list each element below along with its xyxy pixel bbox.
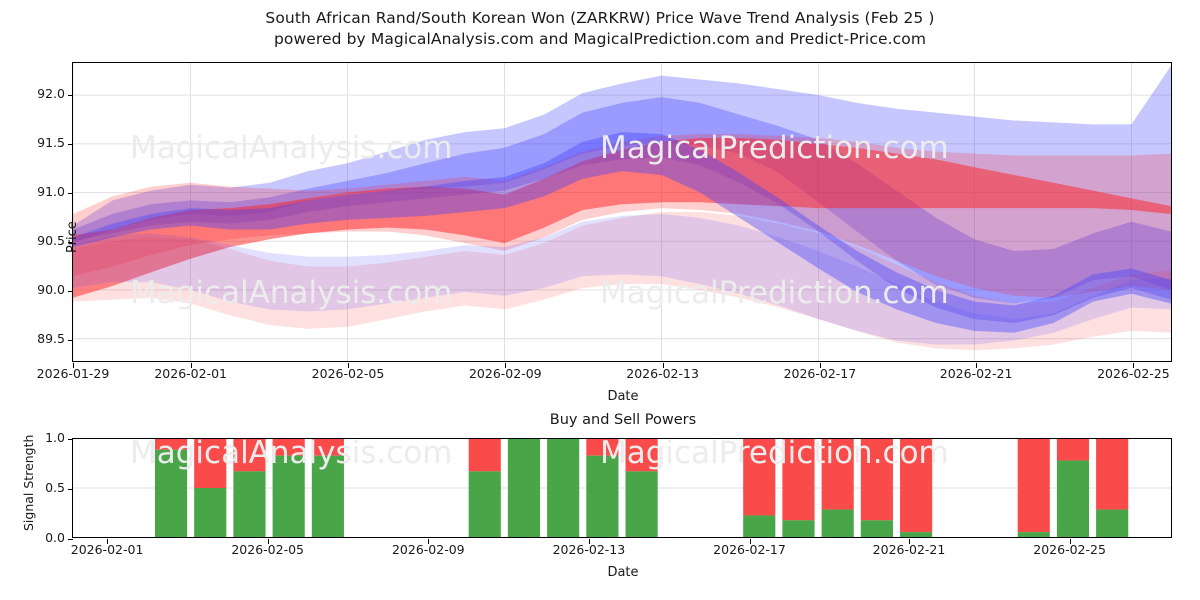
signal-x-tick-mark xyxy=(268,539,269,544)
buy-power-bar xyxy=(273,456,305,537)
sell-power-bar xyxy=(586,439,618,456)
buy-power-bar xyxy=(1018,532,1050,537)
signal-x-tick-label: 2026-02-01 xyxy=(71,542,144,557)
signal-x-tick-mark xyxy=(107,539,108,544)
y-tick-label: 92.0 xyxy=(0,86,65,101)
signal-y-tick-label: 0.5 xyxy=(0,480,65,495)
x-tick-mark xyxy=(1133,363,1134,368)
chart-page: South African Rand/South Korean Won (ZAR… xyxy=(0,0,1200,600)
buy-power-bar xyxy=(822,510,854,537)
page-title: South African Rand/South Korean Won (ZAR… xyxy=(0,8,1200,50)
y-tick-label: 90.0 xyxy=(0,282,65,297)
y-tick-label: 91.5 xyxy=(0,135,65,150)
buy-sell-powers-chart: Buy and Sell Powers Signal Strength Date… xyxy=(72,438,1172,538)
y-tick-mark xyxy=(68,291,73,292)
signal-y-tick-mark xyxy=(68,489,73,490)
x-tick-label: 2026-02-13 xyxy=(626,366,699,381)
y-tick-mark xyxy=(68,242,73,243)
x-tick-mark xyxy=(348,363,349,368)
sell-power-bar xyxy=(743,439,775,515)
y-tick-label: 89.5 xyxy=(0,331,65,346)
sell-power-bar xyxy=(1018,439,1050,532)
y-tick-mark xyxy=(68,340,73,341)
signal-x-tick-mark xyxy=(1070,539,1071,544)
top-x-axis-label: Date xyxy=(73,389,1173,404)
y-tick-mark xyxy=(68,144,73,145)
buy-power-bar xyxy=(1096,510,1128,537)
sell-power-bar xyxy=(822,439,854,510)
y-tick-label: 90.5 xyxy=(0,233,65,248)
sell-power-bar xyxy=(782,439,814,520)
buy-power-bar xyxy=(1057,461,1089,537)
signal-x-tick-mark xyxy=(589,539,590,544)
title-line-1: South African Rand/South Korean Won (ZAR… xyxy=(0,8,1200,29)
signal-x-tick-mark xyxy=(750,539,751,544)
x-tick-label: 2026-02-25 xyxy=(1097,366,1170,381)
x-tick-mark xyxy=(505,363,506,368)
sell-power-bar xyxy=(1096,439,1128,510)
sell-power-bar xyxy=(155,439,187,450)
sell-power-bar xyxy=(469,439,501,471)
signal-y-tick-mark xyxy=(68,439,73,440)
bottom-x-axis-label: Date xyxy=(73,565,1173,580)
x-tick-label: 2026-02-09 xyxy=(469,366,542,381)
y-tick-mark xyxy=(68,95,73,96)
buy-power-bar xyxy=(900,532,932,537)
sell-power-bar xyxy=(233,439,265,471)
sell-power-bar xyxy=(900,439,932,532)
buy-power-bar xyxy=(782,520,814,537)
sell-power-bar xyxy=(194,439,226,488)
signal-x-tick-label: 2026-02-05 xyxy=(231,542,304,557)
buy-power-bar xyxy=(743,515,775,537)
y-tick-mark xyxy=(68,193,73,194)
buy-power-bar xyxy=(233,471,265,537)
x-tick-label: 2026-02-05 xyxy=(312,366,385,381)
sell-power-bar xyxy=(626,439,658,471)
x-tick-mark xyxy=(663,363,664,368)
signal-y-tick-label: 0.0 xyxy=(0,530,65,545)
signal-x-tick-label: 2026-02-25 xyxy=(1033,542,1106,557)
sell-power-bar xyxy=(861,439,893,520)
signal-y-tick-label: 1.0 xyxy=(0,430,65,445)
signal-x-tick-label: 2026-02-21 xyxy=(873,542,946,557)
buy-power-bar xyxy=(155,450,187,537)
price-wave-chart: Price Date 89.590.090.591.091.592.0 2026… xyxy=(72,62,1172,362)
x-tick-label: 2026-02-01 xyxy=(154,366,227,381)
x-tick-mark xyxy=(976,363,977,368)
buy-power-bar xyxy=(547,439,579,537)
signal-y-tick-mark xyxy=(68,539,73,540)
buy-power-bar xyxy=(508,439,540,537)
signal-x-tick-label: 2026-02-09 xyxy=(392,542,465,557)
buy-power-bar xyxy=(312,456,344,537)
sell-power-bar xyxy=(1057,439,1089,461)
y-tick-label: 91.0 xyxy=(0,184,65,199)
buy-sell-plot-area xyxy=(73,439,1171,537)
signal-x-tick-label: 2026-02-13 xyxy=(553,542,626,557)
x-tick-mark xyxy=(191,363,192,368)
buy-power-bar xyxy=(194,488,226,537)
title-line-2: powered by MagicalAnalysis.com and Magic… xyxy=(0,29,1200,50)
signal-x-tick-label: 2026-02-17 xyxy=(713,542,786,557)
buy-power-bar xyxy=(861,520,893,537)
buy-power-bar xyxy=(469,471,501,537)
buy-power-bar xyxy=(626,471,658,537)
sell-power-bar xyxy=(273,439,305,456)
x-tick-mark xyxy=(820,363,821,368)
x-tick-label: 2026-02-17 xyxy=(784,366,857,381)
sell-power-bar xyxy=(312,439,344,456)
buy-sell-title: Buy and Sell Powers xyxy=(73,412,1173,428)
price-axis-label: Price xyxy=(65,221,80,253)
price-wave-plot-area xyxy=(73,63,1171,361)
x-tick-label: 2026-02-21 xyxy=(940,366,1013,381)
buy-power-bar xyxy=(586,456,618,537)
x-tick-label: 2026-01-29 xyxy=(37,366,110,381)
signal-x-tick-mark xyxy=(428,539,429,544)
signal-x-tick-mark xyxy=(909,539,910,544)
x-tick-mark xyxy=(73,363,74,368)
